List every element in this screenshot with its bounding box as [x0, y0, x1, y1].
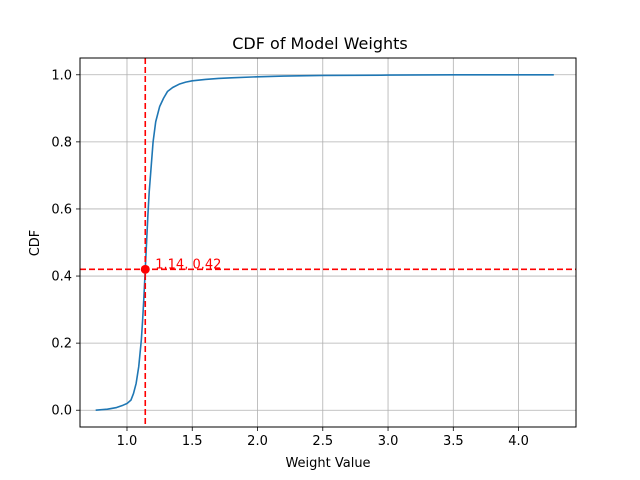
ticks: 1.0 1.5 2.0 2.5 3.0 3.5 4.0 0.0 0.2 0.4 0.6 0.8 1.0	[51, 68, 529, 449]
point-annotation-label: 1.14, 0.42	[155, 257, 221, 272]
reference-lines: 1.14, 0.42	[80, 58, 576, 427]
x-axis-title: Weight Value	[285, 456, 370, 471]
x-tick-label: 3.0	[378, 434, 399, 449]
cdf-series-line	[95, 73, 554, 412]
x-tick-label: 1.0	[117, 434, 138, 449]
x-tick-label: 2.5	[312, 434, 333, 449]
y-tick-label: 0.2	[51, 337, 72, 352]
y-tick-label: 0.4	[51, 270, 72, 285]
y-tick-label: 0.6	[51, 202, 72, 217]
series-layer	[95, 73, 554, 412]
y-tick-label: 1.0	[51, 68, 72, 83]
highlight-point-marker	[140, 264, 150, 274]
x-tick-label: 2.0	[247, 434, 268, 449]
x-tick-label: 4.0	[508, 434, 529, 449]
x-tick-label: 3.5	[443, 434, 464, 449]
chart-title: CDF of Model Weights	[232, 34, 408, 53]
y-tick-label: 0.8	[51, 135, 72, 150]
x-tick-label: 1.5	[182, 434, 203, 449]
y-tick-label: 0.0	[51, 404, 72, 419]
y-axis-title: CDF	[28, 230, 43, 257]
plot-frame	[79, 57, 577, 428]
